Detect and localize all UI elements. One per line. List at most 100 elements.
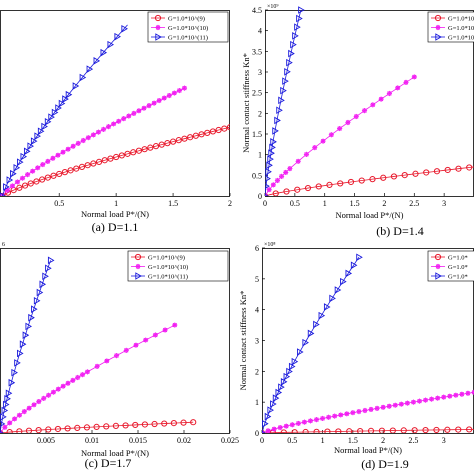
x-tick-label: 0.015 <box>129 436 147 445</box>
data-point <box>274 116 281 125</box>
data-point <box>2 425 8 430</box>
data-point <box>152 143 160 150</box>
data-point <box>30 137 38 145</box>
data-point <box>152 332 158 338</box>
data-point <box>111 121 117 127</box>
data-point <box>164 140 171 147</box>
data-point <box>130 149 137 156</box>
data-point <box>387 91 392 96</box>
data-point <box>320 138 326 144</box>
data-point <box>283 170 288 175</box>
data-point <box>151 420 158 428</box>
data-point <box>455 426 462 433</box>
data-point <box>123 348 129 353</box>
data-point <box>192 132 199 139</box>
data-point <box>337 180 344 187</box>
data-point <box>171 90 177 96</box>
data-point <box>95 129 102 135</box>
data-point <box>111 121 116 127</box>
data-point <box>215 126 222 134</box>
legend: G=1.0*10^(9) G=1.0*10^(10) G=1.0*10^(11) <box>427 11 474 43</box>
legend-label: G=1.0* <box>448 264 468 271</box>
data-point <box>302 419 307 425</box>
data-point <box>378 96 384 102</box>
data-point <box>100 48 108 57</box>
data-point <box>156 97 162 104</box>
data-point <box>380 405 386 410</box>
data-point <box>15 179 20 185</box>
data-point <box>65 146 71 152</box>
legend: G=1.0*10^(9) G=1.0*10^(10) G=1.0*10^(11) <box>127 250 229 282</box>
data-point <box>45 392 52 398</box>
data-point <box>79 372 86 378</box>
data-point <box>356 253 363 262</box>
data-point <box>39 280 47 289</box>
legend-label: G=1.0* <box>448 273 468 280</box>
data-point <box>272 190 279 196</box>
data-point <box>303 151 310 157</box>
data-point <box>11 416 18 422</box>
data-point <box>271 426 277 432</box>
data-point <box>143 337 148 343</box>
data-point <box>374 405 380 411</box>
data-point <box>141 421 148 428</box>
data-point <box>283 372 291 381</box>
data-point <box>60 149 66 155</box>
data-point <box>283 423 289 429</box>
data-point <box>284 68 291 76</box>
data-point <box>389 427 396 433</box>
data-point <box>264 412 272 421</box>
data-point <box>44 117 52 126</box>
data-point <box>118 152 125 159</box>
data-point <box>350 261 358 270</box>
data-point <box>91 132 96 138</box>
panel-a: 0.5 1 1.5 2 Normal load P*/(N)(a) D=1.1 G=1.0… <box>0 10 232 234</box>
data-point <box>395 85 401 91</box>
data-point <box>422 426 429 433</box>
data-point <box>368 406 374 413</box>
x-axis-label: Normal load P*/(N) <box>336 210 404 220</box>
data-point <box>204 129 211 136</box>
data-point <box>313 320 320 329</box>
data-point <box>429 396 434 402</box>
data-point <box>40 162 46 167</box>
data-point <box>106 124 111 129</box>
data-point <box>3 183 10 191</box>
legend-label: G=1.0*10^(9) <box>148 254 185 261</box>
data-point <box>9 183 15 189</box>
data-point <box>75 374 81 381</box>
data-point <box>5 188 10 193</box>
data-point <box>151 100 157 106</box>
data-point <box>262 419 269 428</box>
x-tick-label: 0 <box>260 436 264 445</box>
data-point <box>8 378 16 387</box>
data-point <box>25 322 33 331</box>
data-point <box>153 332 158 338</box>
data-point <box>291 429 298 433</box>
data-point <box>14 359 21 367</box>
data-point <box>335 428 342 433</box>
data-point <box>181 85 188 91</box>
data-point <box>346 428 353 433</box>
data-point <box>0 420 6 427</box>
data-point <box>411 74 417 80</box>
y-tick-label: 3 <box>255 337 259 346</box>
data-point <box>367 427 375 433</box>
data-point <box>386 403 392 409</box>
data-point <box>338 412 343 418</box>
data-point <box>6 176 14 184</box>
data-point <box>392 402 398 408</box>
data-point <box>86 65 94 73</box>
data-point <box>33 296 41 305</box>
data-point <box>399 401 404 407</box>
data-point <box>42 272 49 281</box>
data-point <box>411 427 418 433</box>
data-point <box>435 272 442 280</box>
data-point <box>20 152 28 161</box>
data-point <box>65 381 71 386</box>
data-point <box>272 127 279 135</box>
data-point <box>283 423 289 429</box>
data-point <box>447 393 453 399</box>
data-point <box>4 187 10 193</box>
data-point <box>54 425 62 433</box>
